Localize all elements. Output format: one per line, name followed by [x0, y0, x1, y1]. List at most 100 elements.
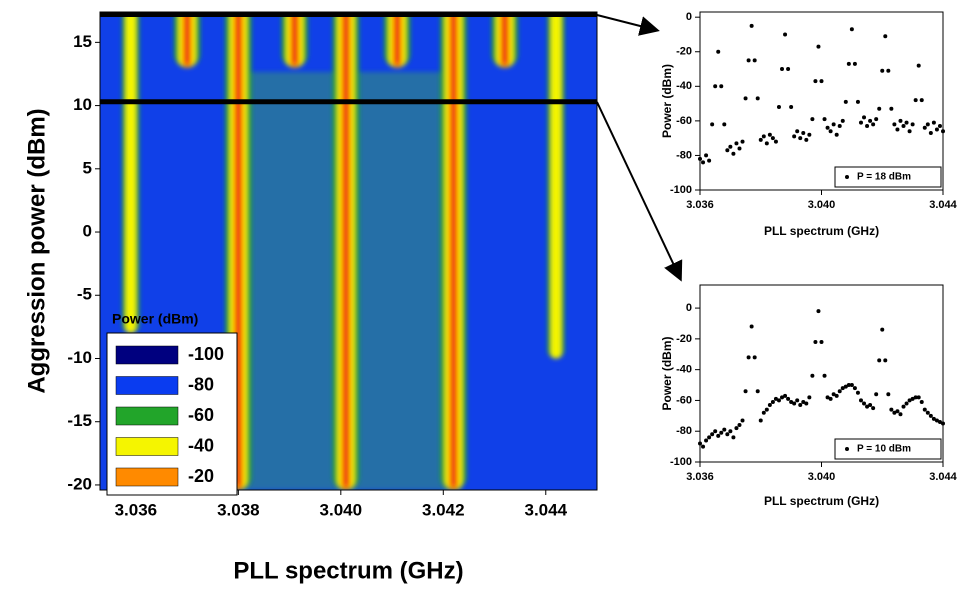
data-point: [752, 355, 757, 360]
data-point: [937, 419, 942, 424]
data-point: [843, 99, 848, 104]
tone: [491, 12, 518, 68]
data-point: [846, 61, 851, 66]
y-tick-label: 5: [83, 158, 92, 177]
x-tick-label: 3.038: [217, 500, 260, 519]
data-point: [740, 139, 745, 144]
data-point: [804, 401, 809, 406]
data-point: [710, 432, 715, 437]
tone-core: [502, 12, 507, 64]
tone-core: [185, 12, 190, 64]
y-tick-label: -20: [67, 474, 92, 493]
data-point: [707, 158, 712, 163]
data-point: [792, 134, 797, 139]
data-point: [886, 68, 891, 73]
data-point: [901, 404, 906, 409]
data-point: [916, 63, 921, 68]
tone: [122, 12, 140, 334]
data-point: [716, 49, 721, 54]
data-point: [828, 129, 833, 134]
data-point: [907, 129, 912, 134]
y-tick-label: 0: [686, 302, 692, 314]
data-point: [892, 122, 897, 127]
tone-core: [395, 12, 400, 64]
tone: [125, 12, 136, 334]
y-axis-label: Power (dBm): [660, 64, 674, 138]
y-tick-label: -10: [67, 348, 92, 367]
tone: [384, 12, 411, 68]
data-point: [846, 383, 851, 388]
data-point: [716, 433, 721, 438]
y-axis-label: Power (dBm): [660, 336, 674, 410]
data-point: [855, 99, 860, 104]
data-point: [852, 61, 857, 66]
data-point: [822, 373, 827, 378]
y-tick-label: 0: [83, 222, 92, 241]
x-tick-label: 3.044: [929, 471, 957, 483]
data-point: [862, 115, 867, 120]
data-point: [776, 398, 781, 403]
data-point: [764, 141, 769, 146]
data-point: [780, 395, 785, 400]
heatmap-layer: [122, 12, 565, 490]
data-point: [934, 127, 939, 132]
data-point: [804, 137, 809, 142]
data-point: [737, 146, 742, 151]
x-tick-label: 3.040: [320, 500, 363, 519]
data-point: [883, 358, 888, 363]
data-point: [783, 393, 788, 398]
tone-core: [292, 12, 297, 64]
legend-title: Power (dBm): [112, 311, 198, 327]
data-point: [719, 430, 724, 435]
data-point: [928, 413, 933, 418]
x-axis-label: PLL spectrum (GHz): [233, 557, 463, 584]
data-point: [852, 386, 857, 391]
legend-label: -40: [188, 435, 214, 455]
data-point: [807, 132, 812, 137]
data-point: [728, 144, 733, 149]
data-point: [780, 67, 785, 72]
data-point: [840, 118, 845, 123]
legend-label: P = 18 dBm: [857, 172, 911, 183]
y-tick-label: 0: [686, 11, 692, 23]
legend-swatch: [115, 345, 179, 365]
data-point: [941, 421, 945, 426]
data-point: [883, 34, 888, 39]
data-point: [722, 427, 727, 432]
tone-core: [451, 12, 456, 486]
data-point: [834, 132, 839, 137]
data-point: [825, 395, 830, 400]
data-point: [713, 429, 718, 434]
x-tick-label: 3.036: [686, 471, 714, 483]
data-point: [868, 403, 873, 408]
data-point: [798, 403, 803, 408]
tone: [281, 12, 308, 68]
data-point: [731, 151, 736, 156]
data-point: [770, 399, 775, 404]
data-point: [874, 117, 879, 122]
data-point: [834, 393, 839, 398]
data-point: [886, 392, 891, 397]
data-point: [786, 67, 791, 72]
data-point: [822, 117, 827, 122]
data-point: [743, 389, 748, 394]
y-tick-label: -5: [77, 285, 92, 304]
data-point: [889, 407, 894, 412]
data-point: [722, 122, 727, 127]
legend-label: -20: [188, 466, 214, 486]
data-point: [770, 136, 775, 141]
arrow: [596, 101, 683, 282]
data-point: [922, 407, 927, 412]
data-point: [816, 309, 821, 314]
data-point: [786, 396, 791, 401]
data-point: [831, 122, 836, 127]
data-point: [719, 84, 724, 89]
legend-swatch: [115, 437, 179, 456]
legend-label: -80: [188, 374, 214, 394]
data-point: [937, 124, 942, 129]
y-tick-label: -100: [670, 184, 692, 196]
y-tick-label: -80: [676, 149, 692, 161]
arrow: [596, 14, 660, 36]
legend-swatch: [115, 467, 179, 487]
